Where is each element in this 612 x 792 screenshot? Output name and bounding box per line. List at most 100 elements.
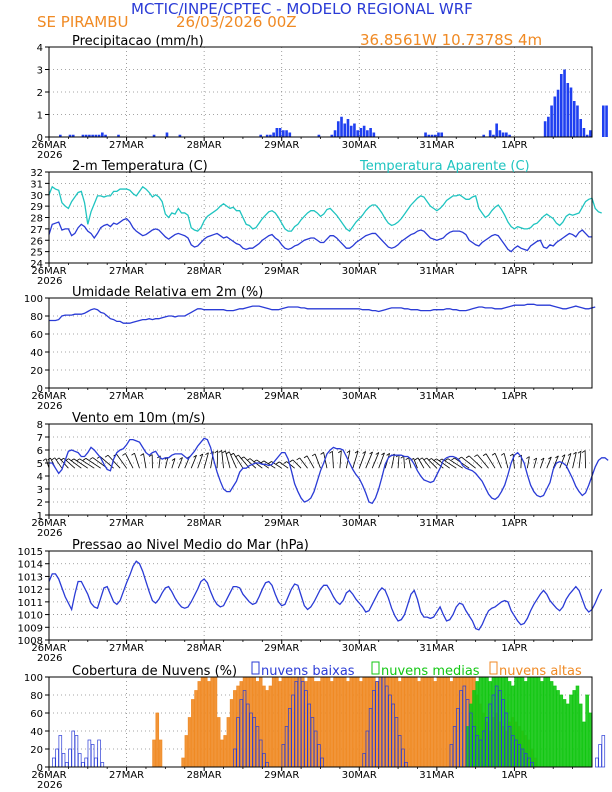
cloud-bar-nuvens-medias bbox=[481, 676, 486, 768]
cloud-bar-nuvens-medias bbox=[556, 690, 560, 768]
cloud-bar-nuvens-medias bbox=[520, 676, 525, 768]
wind-barb-head bbox=[70, 458, 75, 462]
cloud-bar-nuvens-altas bbox=[155, 712, 160, 768]
y-tick-label: 3 bbox=[37, 485, 43, 496]
y-tick-label: 31 bbox=[30, 179, 43, 190]
x-tick-label: 29MAR bbox=[264, 518, 299, 529]
cloud-bar-nuvens-altas bbox=[326, 676, 331, 768]
precip-bar bbox=[152, 134, 156, 137]
wind-barb bbox=[238, 454, 250, 469]
wind-barb-head bbox=[509, 453, 514, 457]
cloud-bar-nuvens-altas bbox=[394, 676, 399, 768]
x-tick-label: 1APR bbox=[501, 518, 527, 529]
humidity-title: Umidade Relativa em 2m (%) bbox=[72, 285, 263, 300]
wind-barb-head bbox=[491, 452, 496, 456]
precip-bar bbox=[259, 134, 263, 137]
precip-bar bbox=[104, 134, 107, 137]
precip-bar bbox=[349, 125, 353, 137]
y-tick-label: 26 bbox=[30, 236, 43, 247]
wind-barb-head bbox=[444, 458, 449, 462]
precip-bar bbox=[492, 134, 495, 137]
legend-swatch bbox=[489, 661, 498, 675]
apparent-temperature-title: Temperatura Aparente (C) bbox=[359, 159, 530, 174]
wind-barb bbox=[306, 455, 315, 469]
wind-barb-head bbox=[386, 453, 390, 456]
cloud-bar-nuvens-medias bbox=[478, 676, 483, 768]
cloud-bar-nuvens-medias bbox=[523, 681, 528, 768]
cloud-bar-nuvens-altas bbox=[200, 676, 205, 768]
wind-barb bbox=[292, 459, 302, 469]
wind-barb bbox=[533, 457, 538, 469]
precip-bar bbox=[362, 125, 366, 137]
plot-frame bbox=[48, 423, 593, 516]
y-tick-label: 80 bbox=[30, 691, 43, 702]
cloud-bar-nuvens-altas bbox=[203, 676, 208, 768]
precip-bar bbox=[353, 123, 356, 137]
cloud-bar-nuvens-medias bbox=[565, 703, 570, 768]
x-tick-label: 27MAR bbox=[109, 266, 144, 277]
precip-bar bbox=[437, 132, 440, 137]
x-tick-label: 31MAR bbox=[419, 266, 454, 277]
wind-barb-head bbox=[428, 458, 432, 461]
y-tick-label: 100 bbox=[24, 673, 43, 684]
x-tick-label: 29MAR bbox=[264, 266, 299, 277]
cloud-bar-nuvens-altas bbox=[262, 685, 266, 768]
wind-barb-head bbox=[148, 454, 153, 457]
legend-label: nuvens altas bbox=[499, 664, 582, 679]
cloud-bar-nuvens-altas bbox=[258, 676, 263, 768]
precip-bar bbox=[582, 128, 586, 137]
wind-barb bbox=[391, 453, 395, 469]
cloud-bar-nuvens-altas bbox=[323, 676, 328, 768]
wind-barb bbox=[552, 455, 559, 469]
wind-barb-head bbox=[433, 458, 437, 462]
cloud-bar-nuvens-altas bbox=[187, 717, 192, 768]
x-tick-label: 27MAR bbox=[109, 643, 144, 654]
wind-barb-head bbox=[222, 450, 226, 454]
wind-barb bbox=[378, 452, 385, 469]
precip-bar bbox=[101, 132, 104, 137]
cloud-bar-nuvens-baixas bbox=[68, 748, 72, 768]
plot-frame bbox=[48, 46, 593, 138]
cloud-bar-nuvens-medias bbox=[575, 685, 580, 768]
cloud-bar-nuvens-altas bbox=[388, 676, 392, 768]
y-tick-label: 5 bbox=[37, 459, 43, 470]
wind-barb bbox=[572, 452, 577, 469]
cloud-bar-nuvens-altas bbox=[297, 676, 302, 768]
wind-barb bbox=[190, 455, 197, 469]
x-tick-label: 31MAR bbox=[419, 643, 454, 654]
cloud-bar-nuvens-medias bbox=[582, 721, 586, 768]
cloud-bar-nuvens-altas bbox=[191, 699, 195, 768]
legend-swatch bbox=[371, 661, 380, 675]
cloud-bar-nuvens-baixas bbox=[598, 744, 602, 768]
y-tick-label: 40 bbox=[30, 727, 43, 738]
cloud-bar-nuvens-altas bbox=[236, 685, 240, 768]
wind-barb bbox=[73, 458, 89, 469]
cloud-bar-nuvens-altas bbox=[401, 676, 405, 768]
cloud-bar-nuvens-altas bbox=[313, 681, 318, 768]
precip-bar bbox=[495, 123, 498, 137]
wind-barb-head bbox=[131, 452, 135, 456]
cloud-bar-nuvens-medias bbox=[588, 712, 593, 768]
cloud-bar-nuvens-baixas bbox=[74, 735, 79, 768]
cloud-bar-nuvens-baixas bbox=[52, 757, 56, 768]
wind-barb bbox=[494, 453, 502, 469]
wind-barb-head bbox=[218, 450, 222, 453]
y-tick-label: 1011 bbox=[18, 598, 43, 609]
x-tick-label: 28MAR bbox=[187, 266, 222, 277]
cloud-bar-nuvens-medias bbox=[572, 690, 576, 768]
wind-barb-head bbox=[82, 458, 87, 461]
y-tick-label: 7 bbox=[37, 433, 43, 444]
x-tick-label: 29MAR bbox=[264, 140, 299, 151]
precip-bar bbox=[550, 105, 553, 137]
wind-barb-head bbox=[214, 450, 218, 454]
wind-barb bbox=[426, 457, 438, 469]
wind-barb bbox=[79, 458, 95, 469]
cloud-bar-nuvens-altas bbox=[414, 676, 418, 768]
wind-barb-head bbox=[51, 457, 56, 461]
cloud-title: Cobertura de Nuvens (%) bbox=[72, 664, 237, 679]
cloud-bar-nuvens-altas bbox=[368, 676, 373, 768]
wind-barb bbox=[526, 456, 530, 469]
precip-bar bbox=[498, 130, 502, 137]
x-tick-label: 28MAR bbox=[187, 770, 222, 781]
y-tick-label: 4 bbox=[37, 43, 43, 54]
